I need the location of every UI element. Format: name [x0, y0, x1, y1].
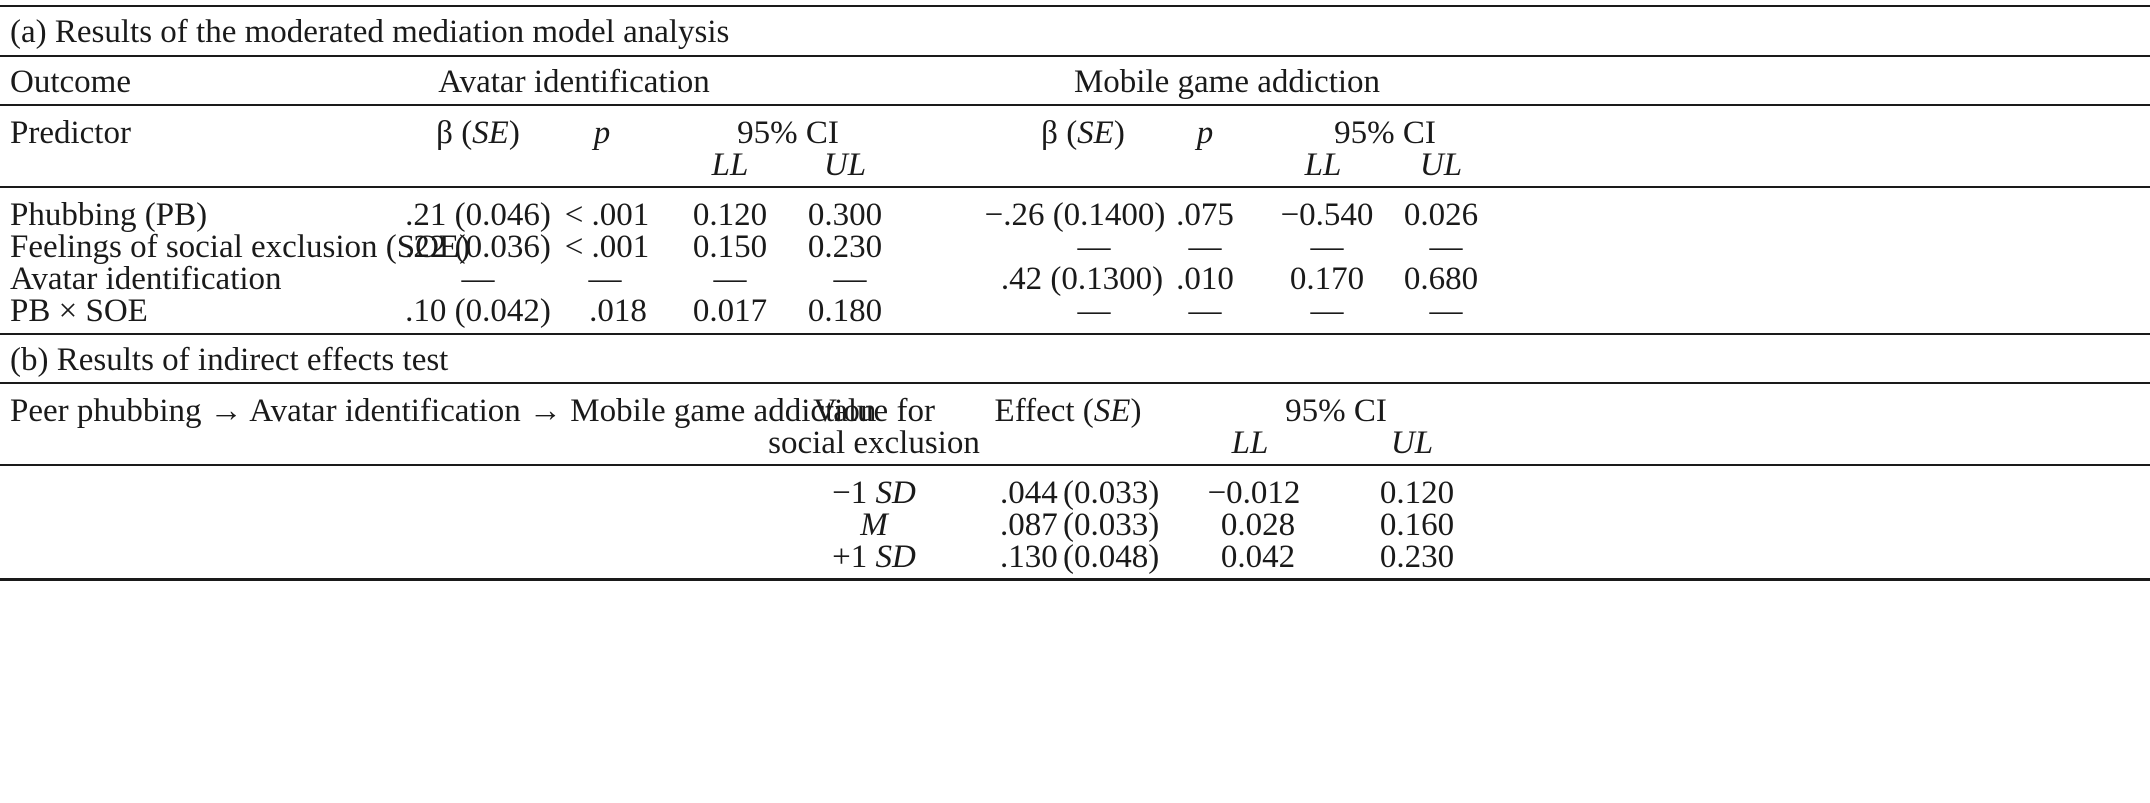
- mga-ul-cell: 0.680: [1403, 261, 1479, 297]
- effect-cell: .130: [1000, 539, 1058, 575]
- b-ll-cell: −0.012: [1207, 475, 1301, 511]
- ai-ul-cell: 0.300: [807, 197, 883, 233]
- ai-beta-cell: —: [461, 261, 495, 297]
- mga-ul-cell: —: [1429, 229, 1463, 265]
- effect-header: Effect (SE): [994, 393, 1142, 429]
- ai-p-cell: —: [588, 261, 622, 297]
- predictor-label: Predictor: [10, 115, 131, 151]
- b-ll-cell: 0.042: [1220, 539, 1296, 575]
- mga-p-cell: .010: [1176, 261, 1234, 297]
- rule-below-section-a: [0, 333, 2150, 335]
- b-ul-cell: 0.120: [1379, 475, 1455, 511]
- effect-cell: .044: [1000, 475, 1058, 511]
- ai-ul-cell: 0.180: [807, 293, 883, 329]
- rule-below-title-b: [0, 382, 2150, 384]
- ai-ul-cell: 0.230: [807, 229, 883, 265]
- rule-below-title-a: [0, 55, 2150, 57]
- mga-p-cell: .075: [1176, 197, 1234, 233]
- predictor-cell: PB × SOE: [10, 293, 148, 329]
- mga-p-header: p: [1196, 115, 1214, 151]
- ai-beta-cell: .21 (0.046): [405, 197, 551, 233]
- mga-ul-header: UL: [1419, 147, 1463, 183]
- ai-ll-cell: 0.120: [692, 197, 768, 233]
- ai-beta-header: β (SE): [436, 115, 520, 151]
- ai-ll-cell: 0.150: [692, 229, 768, 265]
- predictor-cell: Avatar identification: [10, 261, 282, 297]
- mga-ll-cell: 0.170: [1289, 261, 1365, 297]
- rule-below-outcome: [0, 104, 2150, 106]
- mga-beta-cell: .42 (0.1300): [1000, 261, 1164, 297]
- mga-beta-cell: −.26 (0.1400): [984, 197, 1166, 233]
- ai-ci-header: 95% CI: [737, 115, 839, 151]
- mga-beta-header: β (SE): [1041, 115, 1125, 151]
- b-ul-cell: 0.160: [1379, 507, 1455, 543]
- mga-ll-cell: −0.540: [1280, 197, 1374, 233]
- mga-beta-cell: —: [1077, 229, 1111, 265]
- mga-p-cell: —: [1188, 293, 1222, 329]
- b-ll-cell: 0.028: [1220, 507, 1296, 543]
- effect-cell: .087: [1000, 507, 1058, 543]
- ai-p-cell: < .001: [564, 197, 650, 233]
- ai-beta-cell: .10 (0.042): [405, 293, 551, 329]
- value-for-label: Value for: [813, 393, 935, 429]
- b-ci-header: 95% CI: [1285, 393, 1387, 429]
- value-cell: M: [860, 507, 888, 543]
- rule-below-b-header: [0, 464, 2150, 466]
- effect-se-cell: (0.033): [1063, 475, 1160, 511]
- section-a-title: (a) Results of the moderated mediation m…: [10, 14, 730, 50]
- value-cell: −1 SD: [832, 475, 916, 511]
- mga-ll-cell: —: [1310, 229, 1344, 265]
- social-exclusion-label: social exclusion: [768, 425, 980, 461]
- b-ll-header: LL: [1231, 425, 1269, 461]
- ai-ul-header: UL: [823, 147, 867, 183]
- ai-ll-header: LL: [711, 147, 749, 183]
- outcome-label: Outcome: [10, 64, 131, 100]
- value-cell: +1 SD: [832, 539, 916, 575]
- b-ul-cell: 0.230: [1379, 539, 1455, 575]
- bottom-rule: [0, 578, 2150, 581]
- mga-ll-header: LL: [1304, 147, 1342, 183]
- mga-ll-cell: —: [1310, 293, 1344, 329]
- ai-ll-cell: —: [713, 261, 747, 297]
- ai-ul-cell: —: [833, 261, 867, 297]
- outcome-avatar-identification: Avatar identification: [438, 64, 710, 100]
- indirect-path-label: Peer phubbing → Avatar identification → …: [10, 393, 877, 429]
- mga-ul-cell: —: [1429, 293, 1463, 329]
- outcome-mobile-game-addiction: Mobile game addiction: [1073, 64, 1381, 100]
- mga-p-cell: —: [1188, 229, 1222, 265]
- effect-se-cell: (0.033): [1063, 507, 1160, 543]
- predictor-cell: Feelings of social exclusion (SOE): [10, 229, 471, 265]
- ai-p-header: p: [593, 115, 611, 151]
- mga-ci-header: 95% CI: [1334, 115, 1436, 151]
- section-b-title: (b) Results of indirect effects test: [10, 342, 449, 378]
- mga-beta-cell: —: [1077, 293, 1111, 329]
- ai-p-cell: .018: [589, 293, 647, 329]
- predictor-cell: Phubbing (PB): [10, 197, 208, 233]
- top-rule: [0, 5, 2150, 7]
- mga-ul-cell: 0.026: [1403, 197, 1479, 233]
- ai-p-cell: < .001: [564, 229, 650, 265]
- ai-ll-cell: 0.017: [692, 293, 768, 329]
- rule-below-predictor-header: [0, 186, 2150, 188]
- effect-se-cell: (0.048): [1063, 539, 1160, 575]
- b-ul-header: UL: [1390, 425, 1434, 461]
- ai-beta-cell: .22 (0.036): [405, 229, 551, 265]
